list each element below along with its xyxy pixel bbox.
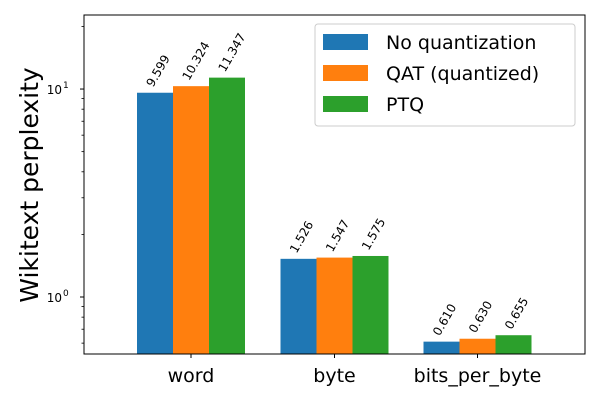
y-tick-label: 10	[47, 291, 62, 305]
bar	[137, 92, 173, 354]
bar-value-label: 0.655	[502, 295, 531, 332]
bar-value-label: 1.575	[359, 216, 388, 253]
bar	[209, 77, 245, 354]
legend-label: PTQ	[386, 94, 424, 116]
bar	[459, 338, 496, 354]
x-tick-label: bits_per_byte	[414, 365, 542, 387]
legend-label: No quantization	[386, 32, 536, 54]
y-axis-label: Wikitext perplexity	[15, 67, 44, 303]
bar-value-label: 9.599	[143, 52, 172, 89]
y-tick-label: 10	[47, 83, 62, 97]
legend-swatch	[323, 65, 368, 81]
bar-value-label: 10.324	[179, 39, 212, 82]
bar	[352, 255, 389, 354]
bar-value-label: 0.610	[430, 301, 459, 338]
y-tick-exponent: 0	[63, 289, 69, 299]
bar-value-label: 1.547	[323, 217, 352, 254]
bar	[495, 335, 532, 354]
bar-value-label: 0.630	[466, 298, 495, 335]
bar	[280, 258, 317, 354]
bar	[423, 341, 460, 354]
x-axis-ticks: word byte bits_per_byte	[168, 354, 542, 387]
bars-layer	[137, 77, 532, 355]
y-tick-exponent: 1	[63, 81, 69, 91]
bar	[173, 86, 209, 355]
bar	[316, 257, 353, 354]
bar-value-label: 1.526	[287, 219, 316, 256]
x-tick-label: word	[168, 365, 215, 387]
legend-label: QAT (quantized)	[386, 63, 539, 85]
legend: No quantization QAT (quantized) PTQ	[314, 23, 576, 127]
legend-swatch	[323, 96, 368, 112]
legend-box	[314, 23, 576, 127]
x-tick-label: byte	[313, 365, 355, 387]
bar-value-label: 11.347	[215, 31, 248, 74]
legend-swatch	[323, 34, 368, 50]
